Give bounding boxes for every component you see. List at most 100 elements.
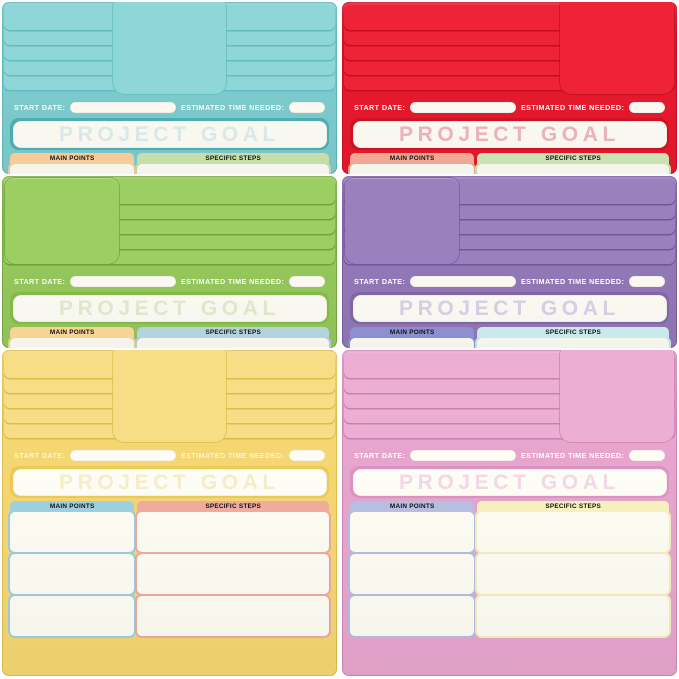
estimated-time-input[interactable] <box>629 101 665 113</box>
specific-steps-cell[interactable] <box>477 512 669 552</box>
specific-steps-column: SPECIFIC STEPS <box>477 327 669 348</box>
estimated-time-label: ESTIMATED TIME NEEDED: <box>180 102 285 112</box>
main-points-header: MAIN POINTS <box>350 153 475 164</box>
project-goal-input[interactable]: PROJECT GOAL <box>12 294 327 322</box>
start-date-input[interactable] <box>410 101 516 113</box>
specific-steps-header: SPECIFIC STEPS <box>137 501 329 512</box>
specific-steps-column: SPECIFIC STEPS <box>477 501 669 636</box>
main-points-column: MAIN POINTS <box>10 501 135 636</box>
meta-row: START DATE: ESTIMATED TIME NEEDED: <box>350 446 669 464</box>
specific-steps-cell[interactable] <box>137 512 329 552</box>
project-goal-frame: PROJECT GOAL <box>350 292 669 324</box>
main-points-cells <box>10 161 135 174</box>
estimated-time-label: ESTIMATED TIME NEEDED: <box>180 450 285 460</box>
folder-tab-left[interactable] <box>345 178 460 264</box>
main-points-cell[interactable] <box>350 554 475 594</box>
specific-steps-cell[interactable] <box>477 596 669 636</box>
main-points-cell[interactable] <box>10 554 135 594</box>
estimated-time-label: ESTIMATED TIME NEEDED: <box>520 450 625 460</box>
main-points-cell[interactable] <box>10 164 135 174</box>
main-points-cell[interactable] <box>350 596 475 636</box>
main-points-cell[interactable] <box>10 596 135 636</box>
meta-row: START DATE: ESTIMATED TIME NEEDED: <box>350 98 669 116</box>
main-points-cells <box>350 161 475 174</box>
main-points-column: MAIN POINTS <box>350 153 475 174</box>
specific-steps-column: SPECIFIC STEPS <box>137 501 329 636</box>
main-points-cells <box>10 509 135 636</box>
meta-row: START DATE: ESTIMATED TIME NEEDED: <box>350 272 669 290</box>
folder-tab-right[interactable] <box>559 2 674 94</box>
estimated-time-input[interactable] <box>629 449 665 461</box>
project-goal-input[interactable]: PROJECT GOAL <box>352 468 667 496</box>
card-body: START DATE: ESTIMATED TIME NEEDED: PROJECT… <box>2 446 337 676</box>
project-goal-input[interactable]: PROJECT GOAL <box>352 294 667 322</box>
project-goal-input[interactable]: PROJECT GOAL <box>12 468 327 496</box>
main-points-cell[interactable] <box>10 512 135 552</box>
specific-steps-cells <box>477 509 669 636</box>
folder-sheet-stack <box>2 350 337 450</box>
specific-steps-header: SPECIFIC STEPS <box>137 327 329 338</box>
folder-tab-center[interactable] <box>112 350 227 442</box>
specific-steps-cell[interactable] <box>137 596 329 636</box>
specific-steps-header: SPECIFIC STEPS <box>477 327 669 338</box>
main-points-cell[interactable] <box>350 512 475 552</box>
main-points-cell[interactable] <box>10 338 135 348</box>
specific-steps-cells <box>477 335 669 348</box>
folder-tab-right[interactable] <box>559 350 674 442</box>
project-goal-watermark: PROJECT GOAL <box>59 122 280 146</box>
main-points-column: MAIN POINTS <box>350 501 475 636</box>
start-date-input[interactable] <box>70 101 176 113</box>
folder-sheet-stack <box>2 176 337 276</box>
start-date-label: START DATE: <box>354 102 406 112</box>
start-date-input[interactable] <box>70 275 176 287</box>
estimated-time-input[interactable] <box>289 101 325 113</box>
specific-steps-cell[interactable] <box>137 554 329 594</box>
teal-card: START DATE: ESTIMATED TIME NEEDED: PROJECT… <box>2 2 337 174</box>
project-goal-input[interactable]: PROJECT GOAL <box>12 120 327 148</box>
main-points-cell[interactable] <box>350 338 475 348</box>
specific-steps-cell[interactable] <box>137 338 329 348</box>
yellow-card: START DATE: ESTIMATED TIME NEEDED: PROJECT… <box>2 350 337 676</box>
meta-row: START DATE: ESTIMATED TIME NEEDED: <box>10 272 329 290</box>
estimated-time-label: ESTIMATED TIME NEEDED: <box>520 102 625 112</box>
specific-steps-column: SPECIFIC STEPS <box>137 327 329 348</box>
specific-steps-cell[interactable] <box>477 554 669 594</box>
card-body: START DATE: ESTIMATED TIME NEEDED: PROJECT… <box>342 446 677 676</box>
card-body: START DATE: ESTIMATED TIME NEEDED: PROJECT… <box>342 98 677 174</box>
main-points-column: MAIN POINTS <box>10 153 135 174</box>
start-date-input[interactable] <box>410 275 516 287</box>
card-body: START DATE: ESTIMATED TIME NEEDED: PROJECT… <box>2 98 337 174</box>
card-body: START DATE: ESTIMATED TIME NEEDED: PROJECT… <box>342 272 677 348</box>
main-points-header: MAIN POINTS <box>10 153 135 164</box>
main-points-cells <box>350 509 475 636</box>
notes-grid: MAIN POINTS SPECIFIC STEPS <box>10 501 329 636</box>
specific-steps-cells <box>137 161 329 174</box>
folder-tab-center[interactable] <box>112 2 227 94</box>
notes-grid: MAIN POINTS SPECIFIC STEPS <box>10 327 329 348</box>
estimated-time-input[interactable] <box>289 449 325 461</box>
notes-grid: MAIN POINTS SPECIFIC STEPS <box>350 153 669 174</box>
card-body: START DATE: ESTIMATED TIME NEEDED: PROJECT… <box>2 272 337 348</box>
specific-steps-cell[interactable] <box>137 164 329 174</box>
folder-sheet-stack <box>342 2 677 102</box>
green-card: START DATE: ESTIMATED TIME NEEDED: PROJECT… <box>2 176 337 348</box>
specific-steps-cell[interactable] <box>477 164 669 174</box>
specific-steps-cells <box>137 335 329 348</box>
specific-steps-column: SPECIFIC STEPS <box>137 153 329 174</box>
main-points-cells <box>10 335 135 348</box>
specific-steps-header: SPECIFIC STEPS <box>477 501 669 512</box>
folder-tab-left[interactable] <box>5 178 120 264</box>
folder-sheet-stack <box>342 176 677 276</box>
start-date-input[interactable] <box>410 449 516 461</box>
estimated-time-input[interactable] <box>629 275 665 287</box>
project-goal-input[interactable]: PROJECT GOAL <box>352 120 667 148</box>
estimated-time-label: ESTIMATED TIME NEEDED: <box>180 276 285 286</box>
main-points-cell[interactable] <box>350 164 475 174</box>
start-date-input[interactable] <box>70 449 176 461</box>
specific-steps-cells <box>137 509 329 636</box>
estimated-time-input[interactable] <box>289 275 325 287</box>
project-goal-frame: PROJECT GOAL <box>10 118 329 150</box>
project-goal-watermark: PROJECT GOAL <box>399 296 620 320</box>
specific-steps-cell[interactable] <box>477 338 669 348</box>
